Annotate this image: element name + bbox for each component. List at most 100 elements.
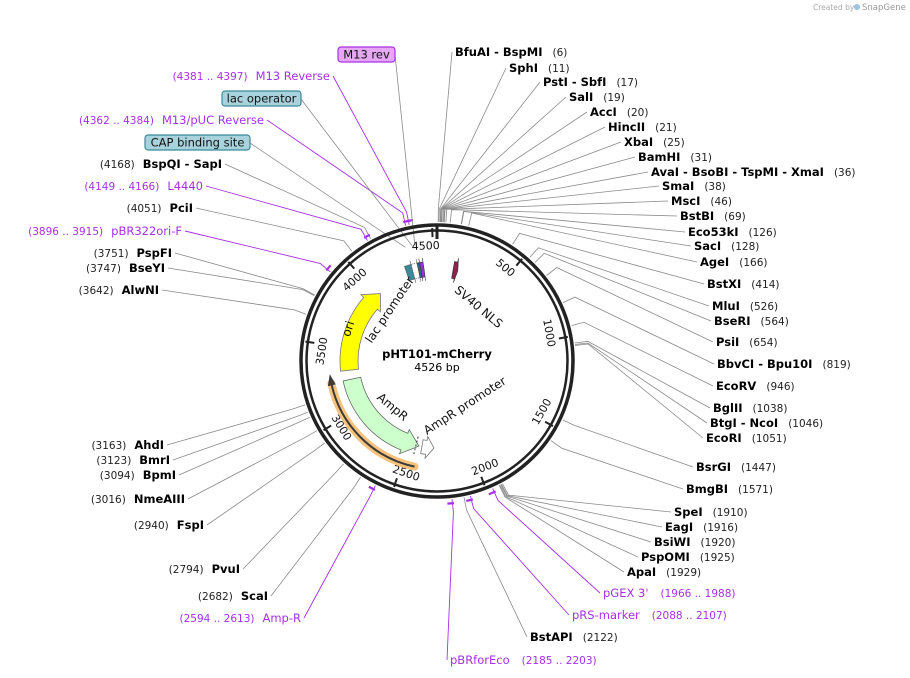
enzyme-position: 69: [728, 211, 741, 223]
enzyme-site-label[interactable]: EcoRI (1051): [706, 431, 787, 445]
enzyme-position-close: ): [117, 263, 121, 275]
enzyme-site-label[interactable]: (3016) NmeAIII: [91, 492, 185, 506]
enzyme-site-label[interactable]: (3094) BpmI: [100, 468, 176, 482]
ori-feature[interactable]: [339, 293, 381, 372]
enzyme-site-label[interactable]: EagI (1916): [665, 520, 738, 534]
enzyme-site-label[interactable]: BfuAI - BspMI (6): [455, 45, 567, 59]
enzyme-name: EcoRI: [706, 431, 742, 445]
primer-range: (1966 .. 1988): [661, 588, 736, 600]
primer-label[interactable]: (2594 .. 2613) Amp-R: [179, 611, 301, 625]
enzyme-site-label[interactable]: XbaI (25): [624, 135, 685, 149]
enzyme-site-label[interactable]: (4051) PciI: [127, 201, 193, 215]
primer-label[interactable]: (4362 .. 4384) M13/pUC Reverse: [79, 113, 264, 127]
primer-binding-mark[interactable]: [363, 233, 371, 239]
enzyme-site-label[interactable]: (3642) AlwNI: [79, 283, 159, 297]
enzyme-site-label[interactable]: MluI (526): [712, 299, 778, 313]
enzyme-site-label[interactable]: (4168) BspQI - SapI: [100, 157, 222, 171]
enzyme-site-label[interactable]: PsiI (654): [716, 335, 778, 349]
primer-binding-mark[interactable]: [488, 490, 497, 496]
primer-binding-mark[interactable]: [325, 264, 332, 272]
enzyme-site-label[interactable]: (2794) PvuI: [169, 562, 240, 576]
enzyme-site-label[interactable]: SphI (11): [509, 61, 570, 75]
enzyme-site-label[interactable]: BmgBI (1571): [686, 482, 773, 496]
enzyme-site-label[interactable]: BglII (1038): [713, 401, 787, 415]
enzyme-site-label[interactable]: BstXI (414): [707, 277, 780, 291]
enzyme-site-label[interactable]: (3747) BseYI: [86, 261, 165, 275]
primer-label[interactable]: (4381 .. 4397) M13 Reverse: [173, 69, 330, 83]
leader-line: [184, 230, 331, 273]
primer-label[interactable]: pRS-marker (2088 .. 2107): [572, 608, 727, 622]
leader-line: [502, 483, 672, 513]
enzyme-site-label[interactable]: ApaI (1929): [627, 565, 701, 579]
enzyme-name: BmgBI: [686, 482, 728, 496]
sv40-nls-feature[interactable]: [451, 258, 459, 283]
primer-name: M13 Reverse: [256, 69, 330, 83]
leader-line: [498, 485, 625, 573]
enzyme-site-label[interactable]: BbvCI - Bpu10I (819): [717, 357, 851, 371]
enzyme-site-label[interactable]: PstI - SbfI (17): [543, 75, 638, 89]
enzyme-name: SmaI: [662, 179, 694, 193]
enzyme-position-close: ): [731, 537, 735, 549]
enzyme-site-label[interactable]: (2940) FspI: [134, 518, 204, 532]
enzyme-site-label[interactable]: BstAPI (2122): [530, 630, 618, 644]
ampr-promoter-feature[interactable]: [420, 435, 435, 460]
leader-line: [574, 340, 711, 409]
feature-tag-m13-rev[interactable]: M13 rev: [337, 46, 396, 63]
backbone-ring[interactable]: [299, 223, 575, 499]
enzyme-site-label[interactable]: SmaI (38): [662, 179, 726, 193]
enzyme-position-open: (: [753, 403, 757, 415]
enzyme-position: 2122: [587, 632, 614, 644]
enzyme-site-label[interactable]: (2682) ScaI: [198, 589, 268, 603]
leader-line: [437, 51, 453, 223]
enzyme-position-open: (: [724, 211, 728, 223]
enzyme-site-label[interactable]: BsiWI (1920): [654, 535, 735, 549]
enzyme-position: 3747: [90, 263, 117, 275]
enzyme-site-label[interactable]: Eco53kI (126): [688, 225, 777, 239]
primer-label[interactable]: (3896 .. 3915) pBR322ori-F: [28, 224, 182, 238]
enzyme-position-open: (: [749, 337, 753, 349]
enzyme-site-label[interactable]: BsrGI (1447): [696, 460, 776, 474]
lac-promoter-feature[interactable]: [410, 259, 422, 282]
enzyme-site-label[interactable]: SalI (19): [569, 90, 625, 104]
enzyme-name: SalI: [569, 90, 593, 104]
m13-rev-feature[interactable]: [419, 257, 426, 281]
enzyme-name: AhdI: [134, 438, 164, 452]
leader-line: [501, 484, 663, 528]
enzyme-site-label[interactable]: SacI (128): [694, 239, 759, 253]
enzyme-position-close: ): [775, 279, 779, 291]
enzyme-site-label[interactable]: PspOMI (1925): [641, 550, 735, 564]
leader-line: [438, 67, 507, 223]
enzyme-site-label[interactable]: (3751) PspFI: [94, 246, 172, 260]
enzyme-site-label[interactable]: AgeI (166): [700, 255, 767, 269]
primer-binding-mark[interactable]: [447, 501, 455, 505]
primer-binding-mark[interactable]: [406, 218, 414, 223]
primer-label[interactable]: pBRforEco (2185 .. 2203): [450, 653, 597, 667]
enzyme-position-open: (: [627, 107, 631, 119]
enzyme-position-open: (: [666, 567, 670, 579]
enzyme-site-label[interactable]: (3123) BmrI: [96, 453, 170, 467]
ampr-feature[interactable]: [342, 376, 420, 455]
enzyme-position-open: (: [91, 440, 95, 452]
enzyme-site-label[interactable]: HincII (21): [608, 120, 677, 134]
primer-label[interactable]: (4149 .. 4166) L4440: [84, 179, 203, 193]
enzyme-site-label[interactable]: BseRI (564): [714, 314, 789, 328]
enzyme-site-label[interactable]: BamHI (31): [638, 150, 712, 164]
enzyme-site-label[interactable]: BtgI - NcoI (1046): [710, 416, 823, 430]
primer-binding-mark[interactable]: [368, 485, 376, 491]
enzyme-site-label[interactable]: AvaI - BsoBI - TspMI - XmaI (36): [651, 165, 856, 179]
enzyme-position-open: (: [134, 520, 138, 532]
credit-brand[interactable]: SnapGene: [862, 3, 906, 13]
feature-tag-lac-operator[interactable]: lac operator: [221, 90, 302, 107]
primer-binding-mark[interactable]: [466, 498, 474, 503]
enzyme-site-label[interactable]: EcoRV (946): [716, 379, 795, 393]
enzyme-site-label[interactable]: BstBI (69): [680, 209, 746, 223]
primer-label[interactable]: pGEX 3' (1966 .. 1988): [603, 586, 736, 600]
enzyme-position-open: (: [751, 279, 755, 291]
enzyme-position-close: ): [785, 316, 789, 328]
enzyme-site-label[interactable]: MscI (46): [671, 194, 732, 208]
feature-tag-cap-binding-site[interactable]: CAP binding site: [144, 134, 251, 151]
enzyme-site-label[interactable]: SpeI (1910): [674, 505, 748, 519]
enzyme-site-label[interactable]: AccI (20): [590, 105, 648, 119]
enzyme-site-label[interactable]: (3163) AhdI: [91, 438, 164, 452]
